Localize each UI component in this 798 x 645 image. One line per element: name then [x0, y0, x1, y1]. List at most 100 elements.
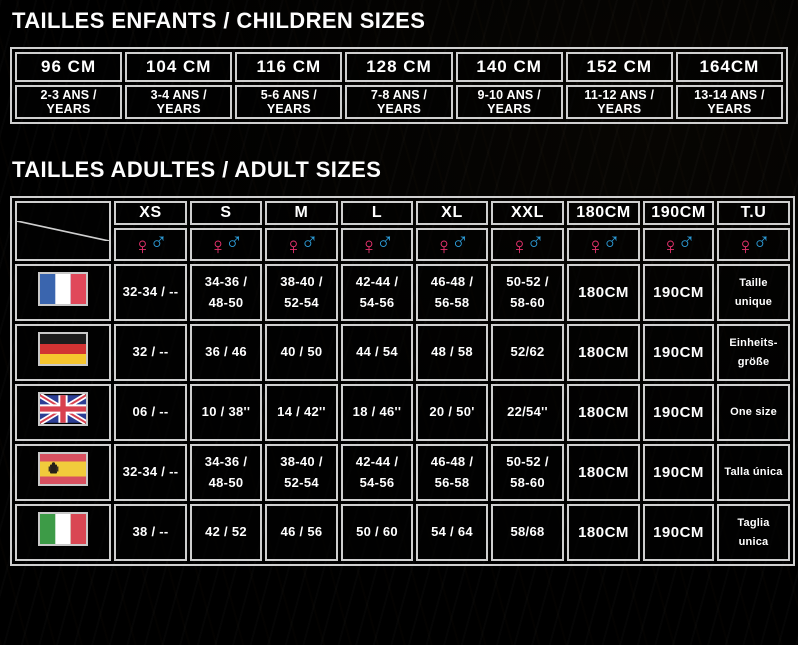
one-size-cell: Taille unique: [717, 264, 790, 321]
uk-flag-icon: [38, 392, 88, 427]
child-height-cell: 128 CM: [345, 52, 453, 82]
size-cell: 22/54'': [491, 384, 564, 441]
size-cell: 180CM: [567, 444, 640, 501]
size-cell: 40 / 50: [265, 324, 338, 381]
size-header-cell: L: [341, 201, 413, 225]
child-height-cell: 140 CM: [455, 52, 563, 82]
child-height-cell: 152 CM: [565, 52, 673, 82]
size-cell: 50-52 / 58-60: [491, 264, 564, 321]
size-cell: 34-36 / 48-50: [190, 444, 262, 501]
flag-cell: [15, 264, 111, 321]
size-header-cell: XXL: [491, 201, 564, 225]
flag-cell: [15, 504, 111, 561]
size-cell: 180CM: [567, 324, 640, 381]
size-header-cell: 190CM: [643, 201, 714, 225]
gender-header-cell: ♀♂: [567, 228, 640, 261]
size-cell: 06 / --: [114, 384, 187, 441]
gender-header-cell: ♀♂: [491, 228, 564, 261]
child-age-cell: 13-14 ANS / YEARS: [675, 85, 783, 119]
size-cell: 190CM: [643, 384, 714, 441]
size-cell: 10 / 38'': [190, 384, 262, 441]
size-header-cell: 180CM: [567, 201, 640, 225]
corner-cell: [15, 201, 111, 261]
child-height-cell: 164CM: [675, 52, 783, 82]
female-icon: ♀: [284, 232, 303, 260]
male-icon: ♂: [677, 228, 696, 255]
male-icon: ♂: [225, 228, 243, 255]
size-cell: 50-52 / 58-60: [491, 444, 564, 501]
female-icon: ♀: [133, 232, 152, 260]
size-cell: 190CM: [643, 504, 714, 561]
size-header-cell: T.U: [717, 201, 790, 225]
size-header-cell: XS: [114, 201, 187, 225]
adult-sizes-table: XS S M L XL XXL 180CM 190CM T.U ♀♂ ♀♂ ♀♂…: [10, 196, 795, 566]
female-icon: ♀: [661, 232, 680, 260]
gender-header-cell: ♀♂: [265, 228, 338, 261]
germany-flag-icon: [38, 332, 88, 367]
children-sizes-title: TAILLES ENFANTS / CHILDREN SIZES: [12, 8, 426, 33]
size-cell: 38 / --: [114, 504, 187, 561]
size-cell: 32-34 / --: [114, 444, 187, 501]
size-cell: 42 / 52: [190, 504, 262, 561]
size-cell: 38-40 / 52-54: [265, 444, 338, 501]
size-cell: 52/62: [491, 324, 564, 381]
size-row-france: 32-34 / -- 34-36 / 48-50 38-40 / 52-54 4…: [15, 264, 790, 321]
gender-header-cell: ♀♂: [190, 228, 262, 261]
size-cell: 58/68: [491, 504, 564, 561]
gender-header-cell: ♀♂: [114, 228, 187, 261]
male-icon: ♂: [526, 228, 545, 255]
size-header-cell: S: [190, 201, 262, 225]
child-age-cell: 2-3 ANS / YEARS: [15, 85, 123, 119]
one-size-cell: Talla única: [717, 444, 790, 501]
child-age-cell: 5-6 ANS / YEARS: [235, 85, 343, 119]
flag-cell: [15, 444, 111, 501]
size-cell: 46-48 / 56-58: [416, 444, 488, 501]
child-height-cell: 96 CM: [15, 52, 123, 82]
size-cell: 50 / 60: [341, 504, 413, 561]
size-cell: 48 / 58: [416, 324, 488, 381]
male-icon: ♂: [602, 228, 621, 255]
spain-flag-icon: [38, 452, 88, 487]
one-size-cell: Einheits-größe: [717, 324, 790, 381]
size-cell: 42-44 / 54-56: [341, 264, 413, 321]
france-flag-icon: [38, 272, 88, 307]
size-cell: 180CM: [567, 384, 640, 441]
size-cell: 46 / 56: [265, 504, 338, 561]
size-cell: 42-44 / 54-56: [341, 444, 413, 501]
gender-header-cell: ♀♂: [717, 228, 790, 261]
female-icon: ♀: [209, 232, 227, 260]
one-size-cell: One size: [717, 384, 790, 441]
size-cell: 54 / 64: [416, 504, 488, 561]
size-cell: 44 / 54: [341, 324, 413, 381]
size-cell: 180CM: [567, 264, 640, 321]
child-age-cell: 11-12 ANS / YEARS: [565, 85, 673, 119]
female-icon: ♀: [360, 232, 378, 260]
female-icon: ♀: [510, 232, 529, 260]
female-icon: ♀: [435, 232, 453, 260]
size-cell: 190CM: [643, 444, 714, 501]
size-cell: 32-34 / --: [114, 264, 187, 321]
size-row-spain: 32-34 / -- 34-36 / 48-50 38-40 / 52-54 4…: [15, 444, 790, 501]
diagonal-line: [17, 221, 109, 241]
flag-cell: [15, 384, 111, 441]
male-icon: ♂: [752, 228, 771, 255]
male-icon: ♂: [376, 228, 394, 255]
male-icon: ♂: [149, 228, 168, 255]
size-row-uk: 06 / -- 10 / 38'' 14 / 42'' 18 / 46'' 20…: [15, 384, 790, 441]
male-icon: ♂: [300, 228, 319, 255]
gender-header-cell: ♀♂: [341, 228, 413, 261]
child-age-cell: 9-10 ANS / YEARS: [455, 85, 563, 119]
child-age-cell: 3-4 ANS / YEARS: [125, 85, 233, 119]
size-cell: 32 / --: [114, 324, 187, 381]
children-sizes-table: 96 CM 104 CM 116 CM 128 CM 140 CM 152 CM…: [10, 47, 788, 124]
italy-flag-icon: [38, 512, 88, 547]
size-cell: 36 / 46: [190, 324, 262, 381]
size-cell: 46-48 / 56-58: [416, 264, 488, 321]
size-header-cell: XL: [416, 201, 488, 225]
size-row-germany: 32 / -- 36 / 46 40 / 50 44 / 54 48 / 58 …: [15, 324, 790, 381]
child-age-cell: 7-8 ANS / YEARS: [345, 85, 453, 119]
adult-size-header-row: XS S M L XL XXL 180CM 190CM T.U: [15, 201, 790, 261]
size-cell: 190CM: [643, 264, 714, 321]
child-height-cell: 104 CM: [125, 52, 233, 82]
flag-cell: [15, 324, 111, 381]
